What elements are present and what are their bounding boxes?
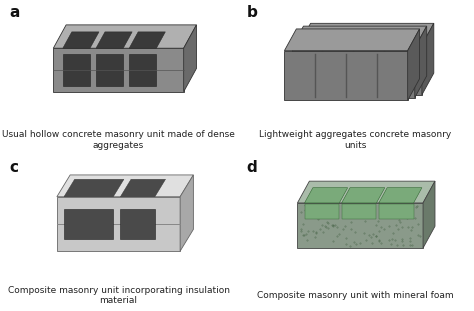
Polygon shape	[284, 51, 408, 100]
Polygon shape	[57, 197, 180, 251]
Polygon shape	[284, 29, 419, 51]
Text: b: b	[246, 5, 257, 20]
Polygon shape	[299, 23, 434, 45]
Polygon shape	[342, 188, 385, 203]
Bar	[129, 54, 156, 86]
Polygon shape	[57, 175, 193, 197]
Text: d: d	[246, 160, 257, 175]
Bar	[342, 204, 376, 219]
Text: Composite masonry unit incorporating insulation
material: Composite masonry unit incorporating ins…	[8, 286, 229, 305]
Text: a: a	[9, 5, 20, 20]
Polygon shape	[53, 48, 184, 92]
Text: Lightweight aggregates concrete masonry
units: Lightweight aggregates concrete masonry …	[259, 130, 452, 150]
Polygon shape	[96, 32, 132, 48]
Polygon shape	[53, 25, 196, 48]
Polygon shape	[379, 188, 422, 203]
Polygon shape	[292, 48, 415, 98]
Bar	[379, 204, 413, 219]
Polygon shape	[184, 25, 196, 92]
Bar	[120, 209, 155, 239]
Polygon shape	[129, 32, 165, 48]
Polygon shape	[63, 32, 99, 48]
Polygon shape	[292, 26, 427, 48]
Polygon shape	[298, 181, 435, 203]
Polygon shape	[422, 23, 434, 95]
Polygon shape	[298, 203, 423, 248]
Bar	[304, 204, 339, 219]
Text: Usual hollow concrete masonry unit made of dense
aggregates: Usual hollow concrete masonry unit made …	[2, 130, 235, 150]
Polygon shape	[304, 188, 347, 203]
Polygon shape	[415, 26, 427, 98]
Polygon shape	[423, 181, 435, 248]
Bar	[64, 209, 113, 239]
Text: Composite masonry unit with mineral foam: Composite masonry unit with mineral foam	[257, 291, 454, 300]
Text: c: c	[9, 160, 18, 175]
Polygon shape	[64, 179, 124, 197]
Bar	[63, 54, 90, 86]
Polygon shape	[299, 45, 422, 95]
Bar	[96, 54, 123, 86]
Polygon shape	[180, 175, 193, 251]
Polygon shape	[408, 29, 419, 100]
Polygon shape	[120, 179, 165, 197]
